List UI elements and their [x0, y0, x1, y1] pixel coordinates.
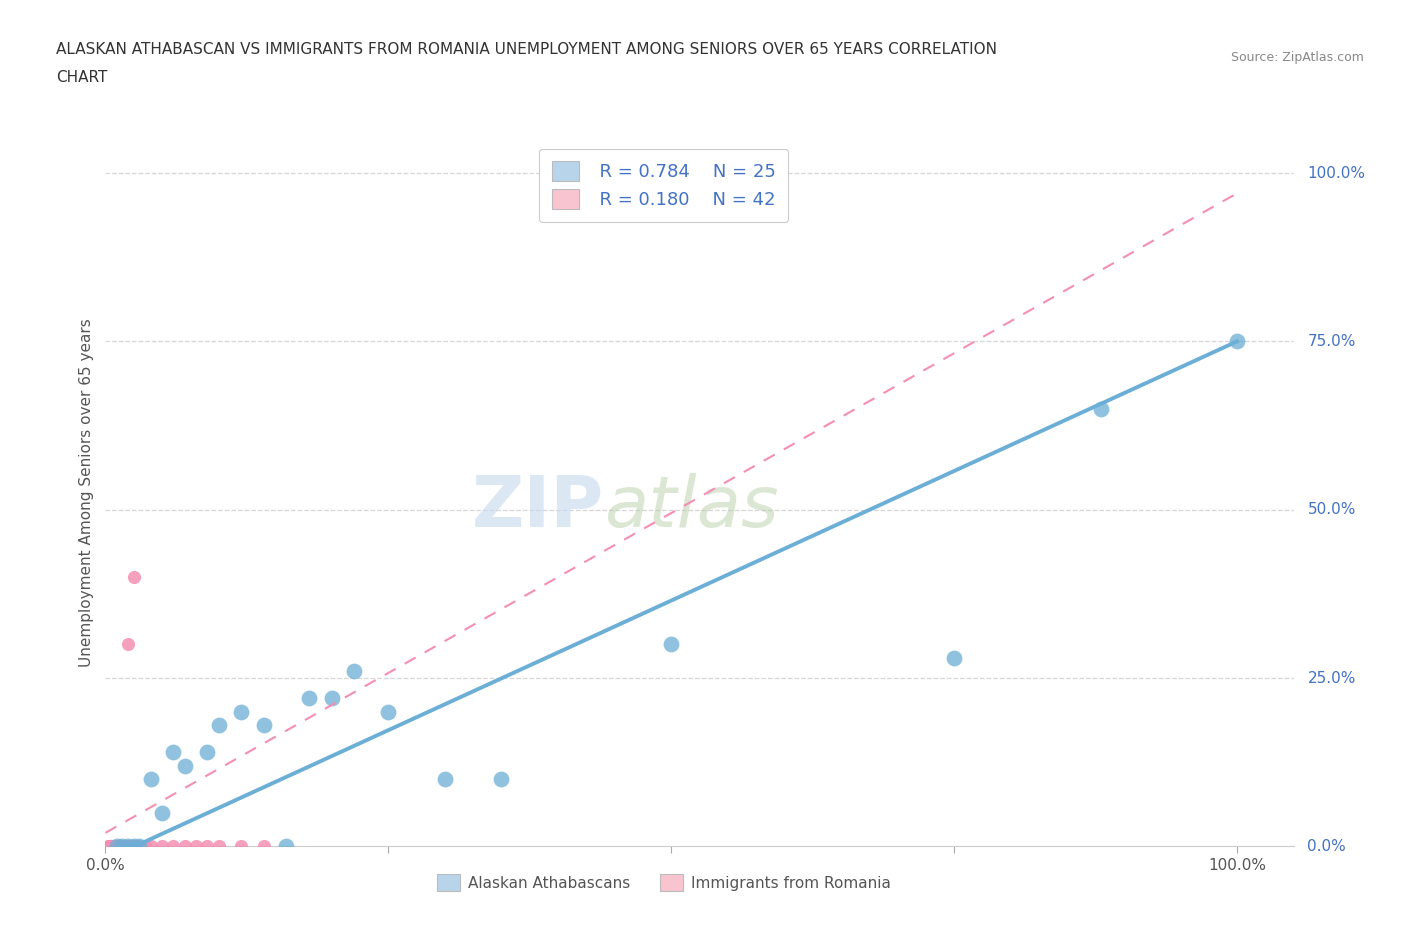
Text: 100.0%: 100.0%	[1308, 166, 1365, 180]
Point	[117, 839, 139, 854]
Point	[97, 839, 120, 854]
Text: 0.0%: 0.0%	[1308, 839, 1346, 854]
Point	[433, 772, 456, 787]
Point	[97, 839, 120, 854]
Point	[114, 839, 136, 854]
Point	[231, 704, 253, 719]
Point	[943, 650, 966, 665]
Point	[110, 839, 132, 854]
Point	[1090, 402, 1112, 417]
Point	[173, 839, 195, 854]
Point	[128, 839, 150, 854]
Point	[173, 758, 195, 773]
Text: atlas: atlas	[605, 472, 779, 541]
Point	[101, 839, 124, 854]
Legend: Alaskan Athabascans, Immigrants from Romania: Alaskan Athabascans, Immigrants from Rom…	[429, 867, 898, 898]
Point	[127, 839, 149, 854]
Point	[108, 839, 131, 854]
Point	[105, 839, 128, 854]
Point	[321, 691, 343, 706]
Point	[128, 839, 150, 854]
Point	[139, 772, 162, 787]
Point	[134, 839, 156, 854]
Point	[1226, 334, 1249, 349]
Point	[121, 839, 143, 854]
Point	[111, 839, 134, 854]
Point	[122, 839, 145, 854]
Point	[111, 839, 134, 854]
Text: 75.0%: 75.0%	[1308, 334, 1355, 349]
Text: ALASKAN ATHABASCAN VS IMMIGRANTS FROM ROMANIA UNEMPLOYMENT AMONG SENIORS OVER 65: ALASKAN ATHABASCAN VS IMMIGRANTS FROM RO…	[56, 42, 997, 57]
Point	[377, 704, 399, 719]
Text: Source: ZipAtlas.com: Source: ZipAtlas.com	[1230, 51, 1364, 64]
Point	[103, 839, 125, 854]
Point	[117, 839, 139, 854]
Y-axis label: Unemployment Among Seniors over 65 years: Unemployment Among Seniors over 65 years	[79, 319, 94, 668]
Point	[111, 839, 134, 854]
Text: 25.0%: 25.0%	[1308, 671, 1355, 685]
Point	[659, 637, 682, 652]
Text: CHART: CHART	[56, 70, 108, 85]
Point	[105, 839, 128, 854]
Point	[117, 637, 139, 652]
Point	[125, 839, 148, 854]
Point	[104, 839, 127, 854]
Point	[120, 839, 142, 854]
Text: 50.0%: 50.0%	[1308, 502, 1355, 517]
Point	[207, 839, 229, 854]
Point	[195, 745, 218, 760]
Point	[231, 839, 253, 854]
Point	[118, 839, 141, 854]
Point	[139, 839, 162, 854]
Point	[253, 718, 276, 733]
Point	[100, 839, 122, 854]
Point	[150, 805, 173, 820]
Point	[114, 839, 136, 854]
Point	[98, 839, 121, 854]
Point	[150, 839, 173, 854]
Point	[107, 839, 129, 854]
Point	[184, 839, 207, 854]
Point	[108, 839, 131, 854]
Point	[491, 772, 513, 787]
Point	[276, 839, 298, 854]
Point	[195, 839, 218, 854]
Point	[122, 569, 145, 584]
Text: ZIP: ZIP	[472, 472, 605, 541]
Point	[124, 839, 146, 854]
Point	[115, 839, 138, 854]
Point	[207, 718, 229, 733]
Point	[105, 839, 128, 854]
Point	[298, 691, 321, 706]
Point	[121, 839, 143, 854]
Point	[343, 664, 366, 679]
Point	[103, 839, 125, 854]
Point	[162, 839, 184, 854]
Point	[162, 745, 184, 760]
Point	[122, 839, 145, 854]
Point	[112, 839, 135, 854]
Point	[253, 839, 276, 854]
